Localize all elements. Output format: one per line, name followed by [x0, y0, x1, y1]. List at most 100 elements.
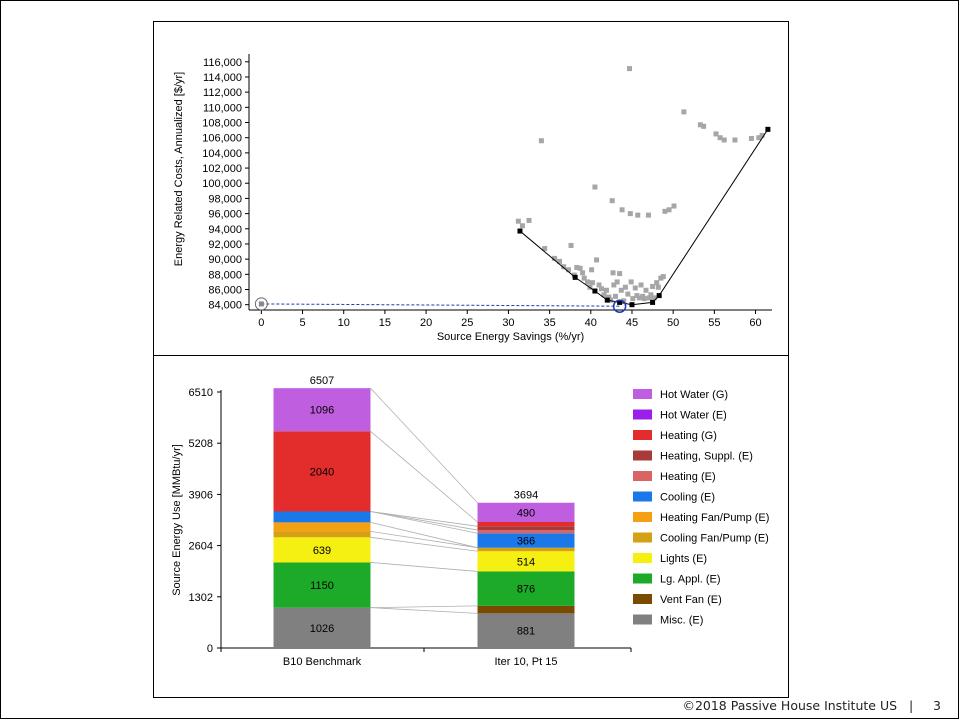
bar-segment-label: 1026 — [310, 623, 334, 635]
scatter-point — [628, 279, 634, 285]
copyright-text: ©2018 Passive House Institute US — [682, 698, 898, 713]
legend-swatch — [633, 573, 652, 584]
y-tick-label: 102,000 — [202, 163, 242, 175]
x-tick-label: 15 — [379, 317, 391, 329]
scatter-point — [610, 270, 616, 276]
connector-line — [370, 511, 478, 534]
bar-segment — [477, 605, 575, 614]
scatter-point — [611, 282, 617, 288]
y-tick-label: 5208 — [189, 438, 213, 450]
scatter-point — [627, 66, 633, 72]
scatter-point — [643, 287, 649, 293]
scatter-point — [594, 257, 600, 263]
footer-text: ©2018 Passive House Institute US | 3 — [682, 698, 941, 713]
bar-total-label: 3694 — [514, 490, 538, 502]
bar-segment — [477, 522, 575, 527]
legend-label: Heating Fan/Pump (E) — [660, 512, 769, 524]
scatter-point — [585, 279, 591, 285]
y-tick-label: 6510 — [189, 387, 213, 399]
pareto-point — [656, 293, 662, 299]
bar-segment-label: 881 — [517, 626, 535, 638]
scatter-point — [655, 284, 661, 290]
y-tick-label: 2604 — [189, 541, 213, 553]
scatter-point — [671, 203, 677, 209]
x-tick-label: 30 — [502, 317, 514, 329]
bar-segment — [273, 522, 371, 532]
connector-line — [370, 387, 478, 504]
connector-line — [370, 562, 478, 572]
x-tick-label: 35 — [543, 317, 555, 329]
connector-line — [370, 531, 478, 549]
bar-segment — [273, 511, 371, 523]
y-axis-label: Source Energy Use [MMBtu/yr] — [171, 444, 183, 596]
scatter-point — [650, 283, 656, 289]
connector-line — [370, 521, 478, 549]
stacked-bar-chart: 0 1302 2604 3906 5208 6510 Source Energy Use [… — [171, 375, 769, 668]
scatter-point — [592, 184, 598, 190]
scatter-point — [519, 223, 525, 229]
scatter-point — [617, 271, 623, 277]
baseline-marker — [254, 297, 268, 311]
legend-label: Lg. Appl. (E) — [660, 574, 721, 586]
scatter-point — [589, 280, 595, 286]
bar-total-label: 6507 — [310, 375, 334, 387]
y-tick-label: 90,000 — [208, 254, 242, 266]
x-tick-label: 10 — [338, 317, 350, 329]
scatter-point — [638, 282, 644, 288]
scatter-point — [601, 292, 607, 298]
y-tick-label: 92,000 — [208, 239, 242, 251]
y-tick-label: 112,000 — [203, 87, 242, 99]
bar-segment — [477, 533, 575, 548]
pareto-point — [650, 299, 656, 305]
connector-line — [370, 536, 478, 552]
legend-label: Heating (E) — [660, 471, 716, 483]
pareto-point — [617, 299, 623, 305]
scatter-point — [552, 255, 558, 261]
scatter-point — [654, 280, 660, 286]
bar-segment — [477, 502, 575, 523]
scatter-point — [566, 267, 572, 273]
x-tick-label: 60 — [749, 317, 761, 329]
x-tick-label: 45 — [626, 317, 638, 329]
y-tick-label: 104,000 — [202, 148, 242, 160]
bar-segment — [477, 547, 575, 552]
scatter-point — [581, 275, 587, 281]
legend-label: Cooling (E) — [660, 492, 715, 504]
connector-line — [370, 511, 478, 531]
scatter-point — [759, 132, 765, 138]
legend-swatch — [633, 389, 652, 399]
legend-swatch — [633, 471, 652, 481]
y-tick-label: 88,000 — [208, 269, 242, 281]
scatter-point — [618, 287, 624, 293]
bar-segment-label: 490 — [517, 507, 535, 519]
y-tick-label: 96,000 — [208, 209, 242, 221]
scatter-point — [697, 122, 703, 128]
scatter-point — [599, 286, 605, 292]
bar-segment — [477, 530, 575, 534]
bar-segment — [273, 607, 371, 648]
bar-segment-label: 514 — [517, 556, 535, 568]
bar-segment-label: 366 — [517, 535, 535, 547]
scatter-point — [515, 218, 521, 224]
scatter-point — [625, 291, 631, 297]
scatter-chart-panel: 84,000 86,000 88,000 90,000 92,000 94,000 96,0… — [153, 21, 789, 357]
scatter-point — [580, 270, 586, 276]
scatter-point — [614, 279, 620, 285]
legend-label: Vent Fan (E) — [660, 594, 722, 606]
bar-segment — [273, 388, 371, 432]
bar-segment-label: 639 — [313, 545, 331, 557]
legend-label: Hot Water (G) — [660, 389, 728, 401]
scatter-point — [609, 198, 615, 204]
legend-swatch — [633, 430, 652, 440]
scatter-point — [717, 135, 723, 141]
y-tick-label: 0 — [207, 643, 213, 655]
scatter-point — [632, 285, 638, 291]
connector-line — [370, 605, 478, 609]
pareto-front-line — [519, 129, 769, 306]
scatter-point — [646, 295, 652, 301]
legend-swatch — [633, 532, 652, 543]
scatter-point — [660, 274, 666, 280]
pareto-point — [765, 126, 771, 132]
scatter-point — [721, 137, 727, 143]
footer: ©2018 Passive House Institute US | 3 — [0, 694, 959, 719]
